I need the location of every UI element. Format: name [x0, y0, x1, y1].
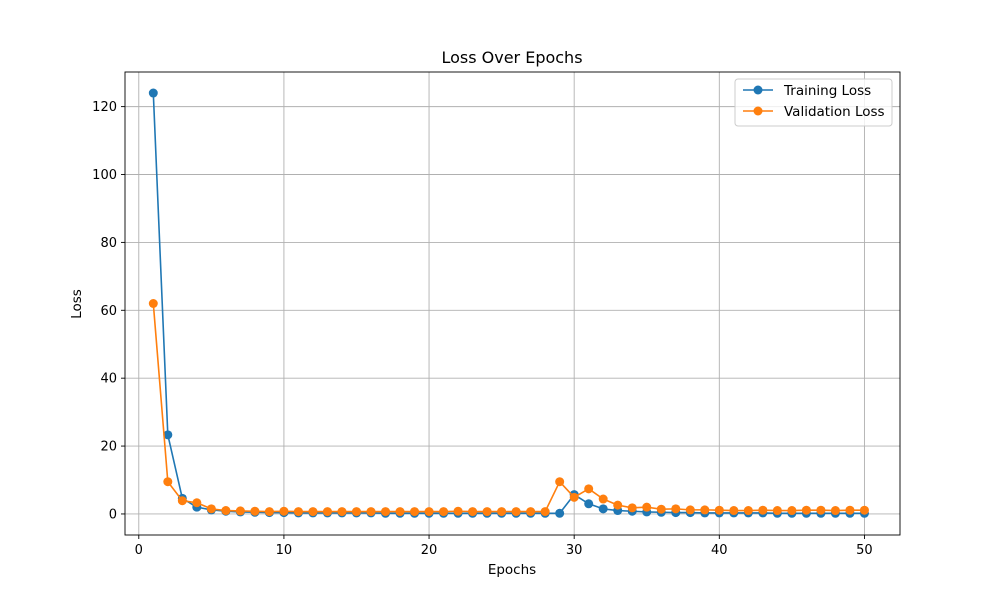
data-point-validation: [453, 506, 463, 516]
data-point-validation: [410, 507, 420, 517]
ticks: 0 10 20 30 40 50 0 20 40 60 80 100 120: [92, 100, 873, 558]
data-point-validation: [351, 507, 361, 517]
data-point-validation: [859, 505, 869, 515]
data-point-validation: [613, 500, 623, 510]
data-point-validation: [424, 507, 434, 517]
data-point-validation: [337, 507, 347, 517]
y-tick-label: 0: [109, 507, 117, 522]
data-point-validation: [192, 498, 202, 508]
data-point-validation: [714, 505, 724, 515]
data-point-validation: [772, 506, 782, 516]
data-point-validation: [540, 507, 550, 517]
data-point-validation: [308, 507, 318, 517]
data-point-validation: [569, 492, 579, 502]
chart-title: Loss Over Epochs: [441, 48, 582, 67]
legend-label-training: Training Loss: [783, 83, 871, 99]
legend-label-validation: Validation Loss: [784, 104, 885, 120]
data-point-validation: [177, 496, 187, 506]
data-point-validation: [555, 477, 565, 487]
data-point-validation: [235, 506, 245, 516]
data-point-validation: [511, 507, 521, 517]
data-point-validation: [381, 507, 391, 517]
data-point-validation: [279, 506, 289, 516]
data-point-training: [598, 504, 608, 514]
data-point-validation: [671, 504, 681, 514]
data-point-validation: [685, 505, 695, 515]
legend-marker-training: [753, 85, 763, 95]
series-validation: [148, 299, 869, 517]
data-point-validation: [627, 503, 637, 513]
x-tick-label: 50: [856, 543, 873, 558]
data-point-validation: [787, 506, 797, 516]
data-point-validation: [148, 299, 158, 308]
data-point-validation: [526, 507, 536, 517]
data-point-validation: [206, 504, 216, 514]
y-tick-label: 120: [92, 100, 117, 115]
data-point-validation: [439, 507, 449, 517]
data-point-validation: [395, 507, 405, 517]
data-point-validation: [743, 506, 753, 516]
x-axis-label: Epochs: [488, 562, 536, 578]
data-point-validation: [845, 505, 855, 515]
x-tick-label: 10: [276, 543, 293, 558]
data-point-validation: [468, 507, 478, 517]
data-point-training: [148, 88, 158, 98]
data-point-training: [163, 430, 173, 440]
grid: [125, 72, 900, 535]
series-layer: [148, 88, 869, 518]
y-tick-label: 100: [92, 168, 117, 183]
data-point-validation: [584, 484, 594, 494]
y-tick-label: 40: [100, 372, 117, 387]
y-axis-label: Loss: [69, 289, 85, 319]
data-point-validation: [830, 506, 840, 516]
y-tick-label: 80: [100, 236, 117, 251]
legend-marker-validation: [753, 106, 763, 116]
data-point-validation: [758, 505, 768, 515]
x-tick-label: 0: [135, 543, 143, 558]
y-tick-label: 60: [100, 304, 117, 319]
data-point-validation: [366, 507, 376, 517]
data-point-validation: [497, 507, 507, 517]
data-point-training: [584, 499, 594, 509]
data-point-validation: [221, 506, 231, 516]
x-tick-label: 20: [421, 543, 438, 558]
data-point-validation: [598, 494, 608, 504]
data-point-validation: [322, 507, 332, 517]
data-point-training: [555, 508, 565, 518]
data-point-validation: [801, 505, 811, 515]
data-point-validation: [816, 505, 826, 515]
data-point-validation: [729, 506, 739, 516]
y-tick-label: 20: [100, 440, 117, 455]
plot-frame: [124, 71, 901, 536]
data-point-validation: [482, 507, 492, 517]
data-point-validation: [642, 502, 652, 512]
x-tick-label: 30: [566, 543, 583, 558]
data-point-validation: [250, 506, 260, 516]
data-point-validation: [656, 504, 666, 514]
data-point-validation: [700, 505, 710, 515]
x-tick-label: 40: [711, 543, 728, 558]
data-point-validation: [264, 507, 274, 517]
data-point-validation: [163, 477, 173, 487]
data-point-validation: [293, 507, 303, 517]
legend: Training Loss Validation Loss: [734, 78, 893, 127]
legend-box: [734, 78, 893, 127]
